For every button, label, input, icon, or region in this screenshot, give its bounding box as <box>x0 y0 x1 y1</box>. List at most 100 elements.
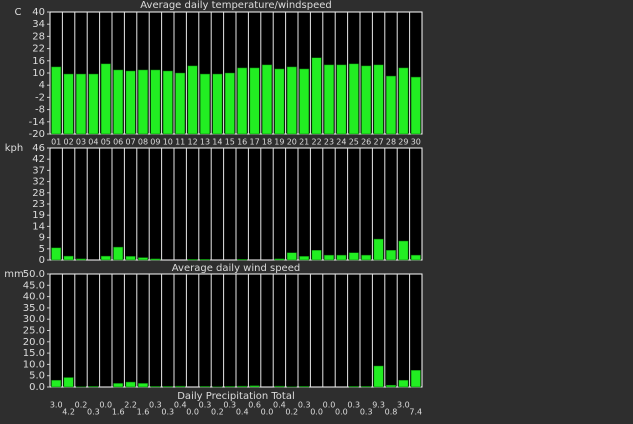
x-axis-label: Daily Precipitation Total <box>177 391 295 402</box>
bar <box>336 254 347 261</box>
y-tick-label: 50.0 <box>23 269 45 280</box>
x-tick-label: 24 <box>336 138 346 147</box>
x-tick-label: 25 <box>349 138 359 147</box>
bar <box>175 385 186 388</box>
y-tick-label: 0.0 <box>29 382 45 393</box>
value-label: 0.3 <box>199 401 212 410</box>
y-axis-label: mm <box>4 269 23 280</box>
bar <box>286 66 297 135</box>
value-label: 0.3 <box>298 401 311 410</box>
bar <box>113 69 124 135</box>
y-tick-label: 5.0 <box>29 371 45 382</box>
bar <box>162 70 173 135</box>
x-tick-label: 16 <box>237 138 247 147</box>
bar <box>286 252 297 261</box>
bar <box>410 76 421 135</box>
bar <box>262 64 272 135</box>
y-tick-label: 40 <box>32 7 45 18</box>
bar <box>150 69 161 135</box>
y-tick-label: -8 <box>35 105 45 116</box>
bar <box>361 386 372 388</box>
bar <box>100 255 111 261</box>
bar <box>311 57 322 135</box>
y-tick-label: 30.0 <box>23 314 45 325</box>
value-label: 0.4 <box>174 401 187 410</box>
bar <box>100 63 111 135</box>
x-tick-label: 29 <box>398 138 408 147</box>
value-label: 0.2 <box>75 401 88 410</box>
value-label: 0.0 <box>186 408 199 417</box>
x-tick-label: 14 <box>212 138 222 147</box>
bar <box>274 385 285 388</box>
bar <box>51 247 62 261</box>
value-label: 0.0 <box>335 408 348 417</box>
bar <box>410 254 421 261</box>
x-tick-label: 17 <box>250 138 260 147</box>
x-tick-label: 10 <box>163 138 173 147</box>
bar <box>150 258 161 261</box>
x-tick-label: 12 <box>188 138 198 147</box>
x-tick-label: 02 <box>64 138 74 147</box>
value-label: 3.0 <box>50 401 63 410</box>
bar <box>299 68 310 135</box>
bar <box>249 385 260 388</box>
y-tick-label: 22 <box>32 44 45 55</box>
x-tick-label: 07 <box>126 138 136 147</box>
bar <box>398 379 409 388</box>
y-tick-label: 23 <box>32 199 45 210</box>
x-tick-label: 20 <box>287 138 297 147</box>
bar <box>63 377 74 388</box>
bar <box>51 379 62 388</box>
y-tick-label: 25.0 <box>23 326 45 337</box>
y-tick-label: 46 <box>32 143 45 154</box>
value-label: 0.3 <box>149 401 162 410</box>
value-label: 0.0 <box>323 401 336 410</box>
value-label: 0.0 <box>99 401 112 410</box>
bar <box>76 73 86 135</box>
bar <box>212 73 223 135</box>
x-tick-label: 27 <box>374 138 384 147</box>
bar <box>138 69 148 135</box>
x-tick-label: 11 <box>175 138 185 147</box>
bar <box>200 259 210 261</box>
value-label: 4.2 <box>62 408 75 417</box>
x-tick-label: 26 <box>361 138 371 147</box>
chart-title: Average daily wind speed <box>172 263 300 274</box>
y-tick-label: 28 <box>32 188 45 199</box>
value-label: 0.4 <box>236 408 249 417</box>
bar <box>224 72 235 135</box>
bar <box>348 252 359 261</box>
x-tick-label: 13 <box>200 138 210 147</box>
chart-title: Average daily temperature/windspeed <box>140 0 331 11</box>
value-label: 0.2 <box>211 408 224 417</box>
bar <box>88 386 99 388</box>
y-tick-label: 42 <box>32 154 45 165</box>
bar <box>63 255 74 261</box>
value-label: 0.3 <box>347 401 360 410</box>
y-axis-label: kph <box>5 143 23 154</box>
y-tick-label: 9 <box>39 233 45 244</box>
y-tick-label: -2 <box>35 92 45 103</box>
bar <box>398 240 409 261</box>
bar <box>237 67 248 135</box>
bar <box>187 259 198 261</box>
x-tick-label: 08 <box>138 138 148 147</box>
bar <box>299 386 310 388</box>
y-tick-label: 16 <box>32 56 45 67</box>
y-tick-label: 20.0 <box>23 337 45 348</box>
value-label: 0.6 <box>248 401 261 410</box>
y-tick-label: 35.0 <box>23 303 45 314</box>
value-label: 1.6 <box>137 408 150 417</box>
value-label: 0.2 <box>285 408 298 417</box>
x-tick-label: 23 <box>324 138 334 147</box>
value-label: 0.4 <box>273 401 286 410</box>
x-tick-label: 05 <box>101 138 111 147</box>
value-label: 0.0 <box>261 408 274 417</box>
value-label: 2.2 <box>124 401 137 410</box>
x-tick-label: 03 <box>76 138 86 147</box>
y-tick-label: 37 <box>32 165 45 176</box>
bar <box>274 68 285 135</box>
bar <box>162 386 173 388</box>
y-tick-label: 28 <box>32 31 45 42</box>
